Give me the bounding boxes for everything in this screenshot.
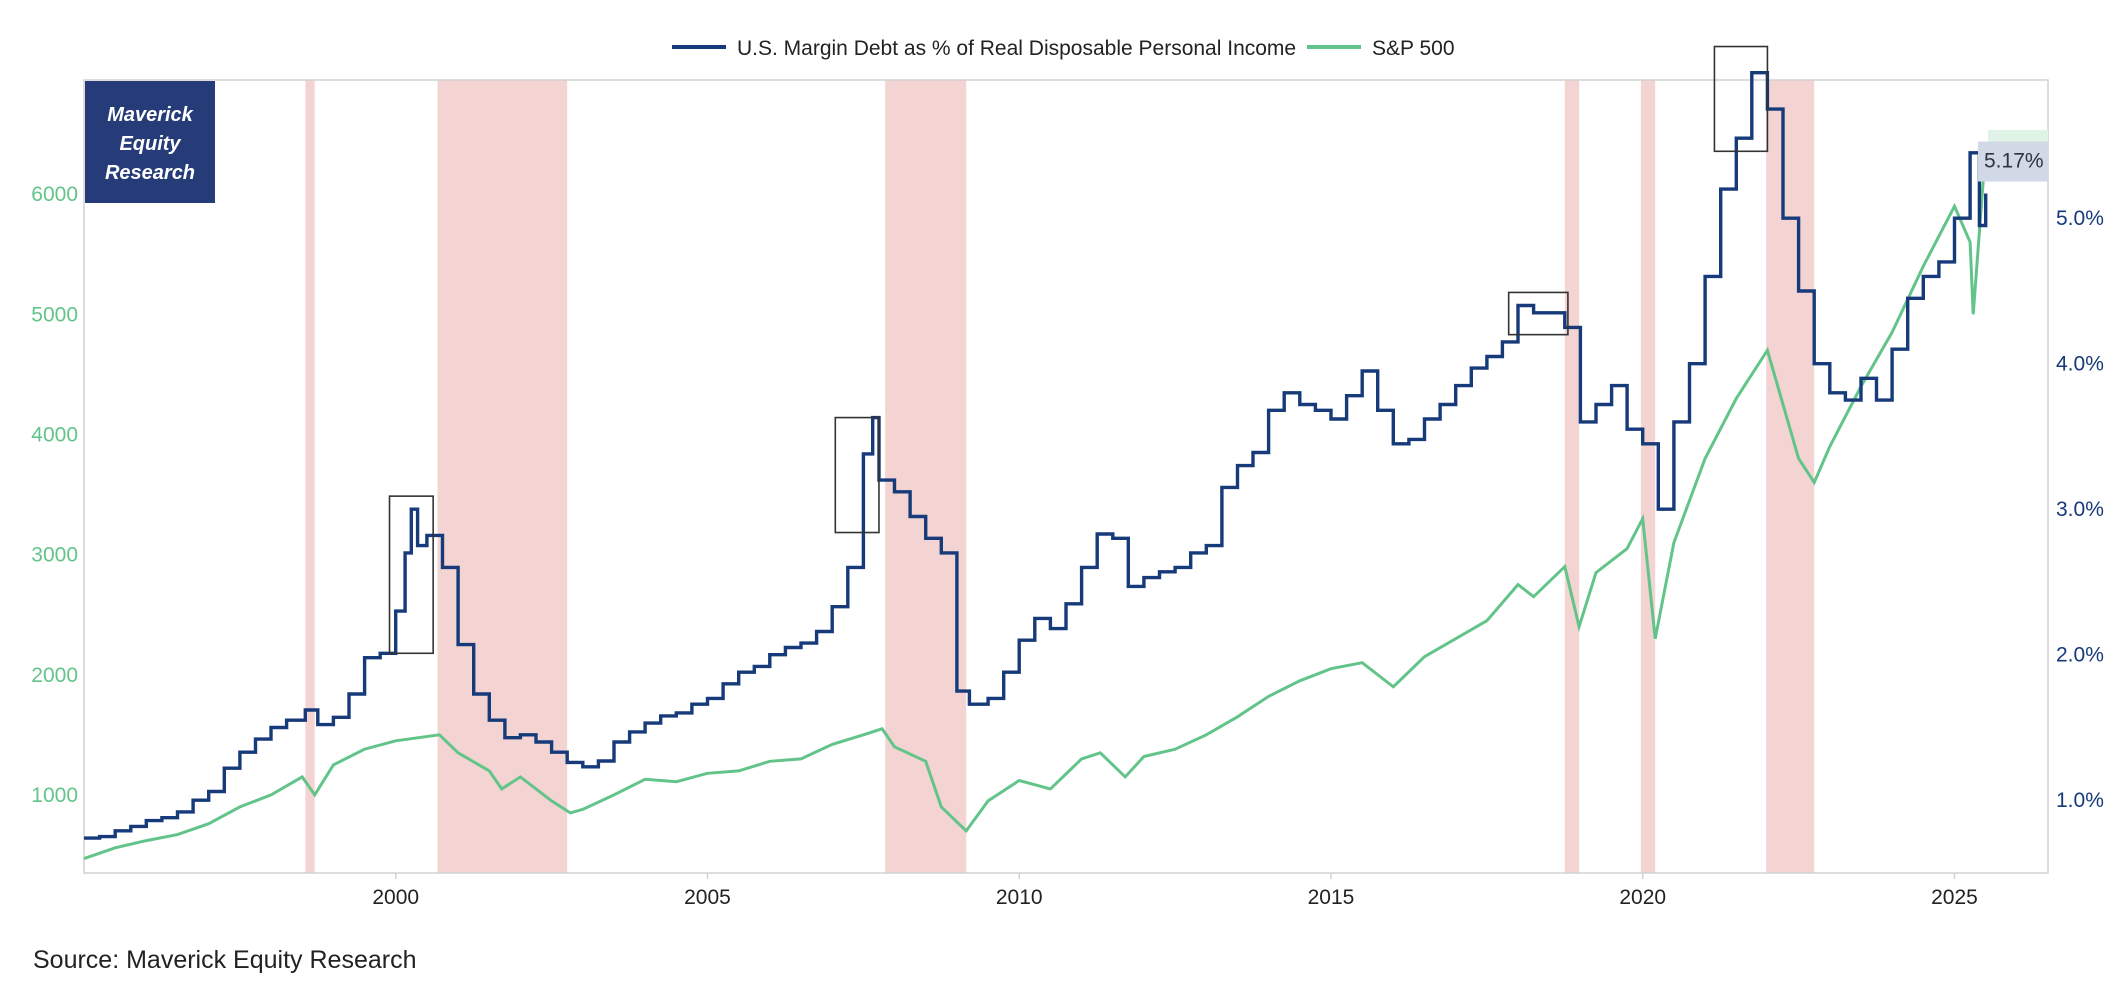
- sp500-series: [83, 147, 1988, 861]
- peak-highlight-boxes: [388, 45, 1769, 655]
- right-tick-label-4.0pct: 4.0%: [2056, 353, 2104, 376]
- plot-area-border: [83, 79, 2049, 874]
- right-tick-label-2.0pct: 2.0%: [2056, 644, 2104, 667]
- recession-band-1: [305, 80, 315, 873]
- left-axis-sp500: 1000 2000 3000 4000 5000 6000: [31, 183, 78, 807]
- maverick-logo: Maverick Equity Research: [85, 81, 215, 203]
- margin-debt-end-label: 5.17%: [1984, 149, 2044, 172]
- peak-highlight-box-3: [1507, 291, 1569, 336]
- right-tick-label-3.0pct: 3.0%: [2056, 498, 2104, 521]
- legend: U.S. Margin Debt as % of Real Disposable…: [672, 37, 1455, 60]
- margin-debt-line: [84, 71, 1988, 840]
- x-tick-label-2010: 2010: [996, 886, 1043, 909]
- left-tick-label-4000: 4000: [31, 423, 78, 446]
- peak-highlight-box-1: [388, 495, 434, 655]
- x-tick-label-2000: 2000: [372, 886, 419, 909]
- x-tick-label-2015: 2015: [1308, 886, 1355, 909]
- recession-band-3: [885, 80, 967, 873]
- logo-line-3: Research: [105, 162, 195, 184]
- source-note: Source: Maverick Equity Research: [33, 946, 417, 974]
- x-axis-years: 2000 2005 2010 2015 2020 2025: [372, 873, 1978, 909]
- left-tick-label-1000: 1000: [31, 784, 78, 807]
- sp500-line: [83, 147, 1988, 861]
- margin-debt-series: [84, 71, 1988, 840]
- end-value-labels: 6385 5.17%: [1978, 129, 2048, 182]
- recession-band-6: [1766, 80, 1815, 873]
- margin-debt-end-label-bg: [1978, 141, 2048, 182]
- margin-debt-sp500-chart: 1000 2000 3000 4000 5000 6000 1.0% 2.0% 3.0% 4.0…: [31, 37, 2104, 909]
- recession-bands: [305, 80, 1815, 873]
- recession-band-2: [437, 80, 568, 873]
- left-tick-label-2000: 2000: [31, 664, 78, 687]
- legend-label-margin-debt: U.S. Margin Debt as % of Real Disposable…: [737, 37, 1296, 60]
- logo-line-2: Equity: [119, 133, 181, 155]
- logo-line-1: Maverick: [107, 104, 193, 126]
- recession-band-5: [1640, 80, 1656, 873]
- legend-label-sp500: S&P 500: [1372, 37, 1455, 60]
- right-tick-label-5.0pct: 5.0%: [2056, 207, 2104, 230]
- right-axis-margin-debt: 1.0% 2.0% 3.0% 4.0% 5.0%: [2056, 207, 2104, 812]
- left-tick-label-5000: 5000: [31, 303, 78, 326]
- logo-background: [85, 81, 215, 203]
- recession-band-4: [1564, 80, 1580, 873]
- right-tick-label-1.0pct: 1.0%: [2056, 789, 2104, 812]
- x-tick-label-2025: 2025: [1931, 886, 1978, 909]
- left-tick-label-6000: 6000: [31, 183, 78, 206]
- peak-highlight-box-2: [834, 416, 880, 534]
- x-tick-label-2005: 2005: [684, 886, 731, 909]
- peak-highlight-box-4: [1713, 45, 1769, 153]
- x-tick-label-2020: 2020: [1619, 886, 1666, 909]
- left-tick-label-3000: 3000: [31, 544, 78, 567]
